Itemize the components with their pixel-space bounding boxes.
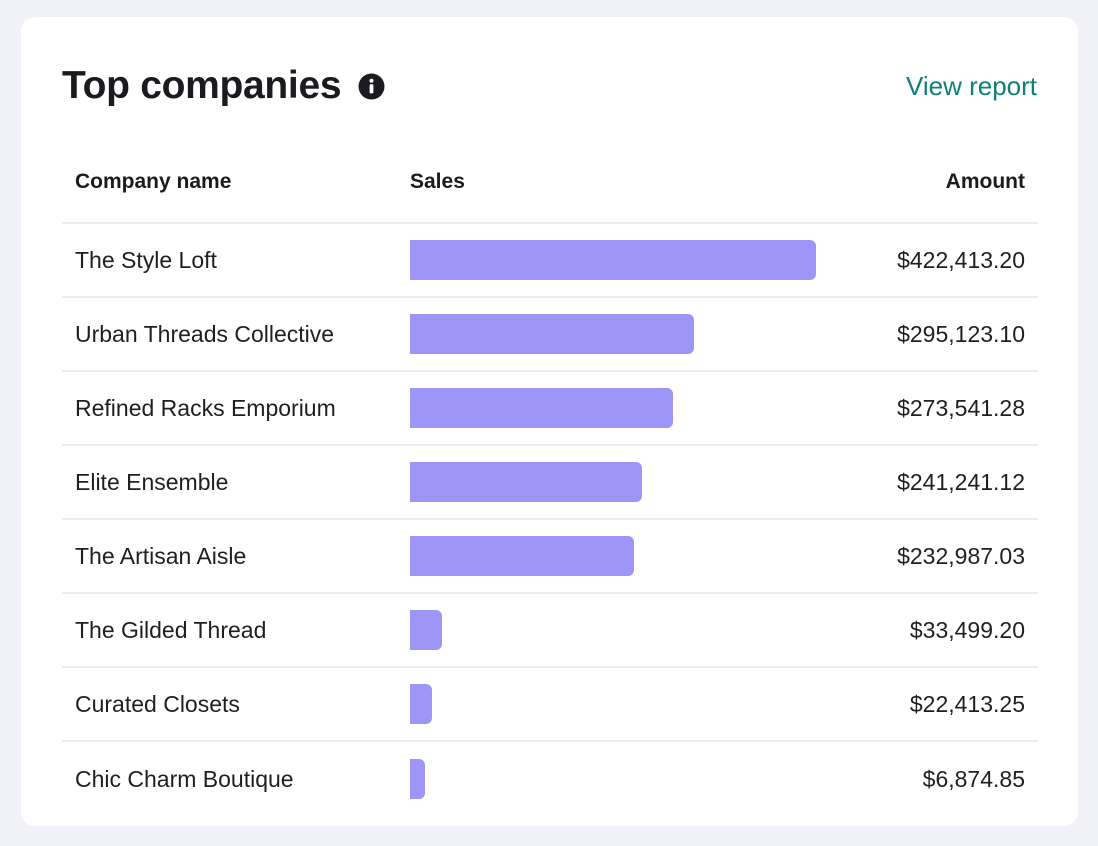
column-header-amount: Amount (945, 169, 1025, 193)
amount-cell: $6,874.85 (922, 765, 1025, 792)
amount-cell: $422,413.20 (897, 246, 1025, 273)
sales-bar-track (410, 314, 816, 354)
table-row: Elite Ensemble $241,241.12 (62, 446, 1038, 520)
amount-cell: $22,413.25 (909, 690, 1025, 717)
sales-bar (410, 314, 694, 354)
sales-bar-track (410, 536, 816, 576)
company-name-cell: Urban Threads Collective (75, 320, 335, 347)
company-name-cell: The Style Loft (75, 246, 217, 273)
company-name-cell: Chic Charm Boutique (75, 765, 294, 792)
table-row: Chic Charm Boutique $6,874.85 (62, 742, 1038, 816)
sales-bar-track (410, 240, 816, 280)
top-companies-card: Top companies View report Company name S… (21, 17, 1078, 826)
amount-cell: $273,541.28 (897, 394, 1025, 421)
sales-bar-track (410, 462, 816, 502)
table-row: The Gilded Thread $33,499.20 (62, 594, 1038, 668)
sales-bar (410, 388, 673, 428)
card-header: Top companies View report (62, 61, 1037, 111)
table-header: Company name Sales Amount (62, 141, 1038, 224)
company-name-cell: The Gilded Thread (75, 616, 267, 643)
company-name-cell: Refined Racks Emporium (75, 394, 336, 421)
sales-bar (410, 536, 634, 576)
table-row: The Artisan Aisle $232,987.03 (62, 520, 1038, 594)
sales-bar-track (410, 610, 816, 650)
card-title: Top companies (62, 64, 342, 107)
company-name-cell: Curated Closets (75, 690, 240, 717)
table-row: Curated Closets $22,413.25 (62, 668, 1038, 742)
column-header-sales: Sales (410, 169, 465, 193)
view-report-link[interactable]: View report (905, 70, 1037, 101)
company-name-cell: The Artisan Aisle (75, 542, 247, 569)
sales-bar (410, 759, 425, 799)
company-name-cell: Elite Ensemble (75, 468, 229, 495)
table-row: Urban Threads Collective $295,123.10 (62, 298, 1038, 372)
amount-cell: $241,241.12 (897, 468, 1025, 495)
sales-bar (410, 462, 642, 502)
amount-cell: $33,499.20 (909, 616, 1025, 643)
sales-bar-track (410, 684, 816, 724)
companies-table: Company name Sales Amount The Style Loft… (62, 141, 1038, 816)
table-row: Refined Racks Emporium $273,541.28 (62, 372, 1038, 446)
sales-bar-track (410, 759, 816, 799)
info-icon[interactable] (358, 73, 385, 100)
sales-bar-track (410, 388, 816, 428)
table-row: The Style Loft $422,413.20 (62, 224, 1038, 298)
sales-bar (410, 610, 443, 650)
sales-bar (410, 240, 816, 280)
amount-cell: $295,123.10 (897, 320, 1025, 347)
title-group: Top companies (62, 64, 385, 108)
table-body: The Style Loft $422,413.20 Urban Threads C… (62, 224, 1038, 816)
sales-bar (410, 684, 432, 724)
amount-cell: $232,987.03 (897, 542, 1025, 569)
column-header-company: Company name (75, 169, 232, 193)
